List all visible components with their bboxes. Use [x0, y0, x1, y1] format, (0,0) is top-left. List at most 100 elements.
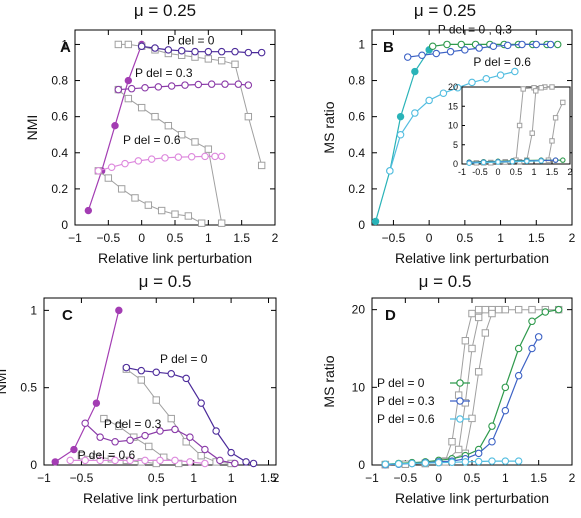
- data-point: [115, 422, 123, 431]
- data-point: [156, 456, 164, 465]
- y-tick-label: 1: [358, 37, 365, 51]
- series-line: [126, 367, 254, 465]
- x-tick-label: −0.5: [382, 231, 406, 245]
- data-point: [494, 305, 503, 314]
- data-point: [221, 80, 229, 88]
- data-point: [177, 131, 186, 139]
- data-point: [446, 47, 455, 56]
- inset-x-tick-label: 1: [531, 167, 536, 177]
- data-point: [528, 317, 536, 326]
- data-point: [186, 433, 194, 441]
- y-tick-label: 0.5: [20, 381, 37, 395]
- data-point: [234, 80, 243, 88]
- data-point: [371, 217, 380, 226]
- data-point: [244, 112, 253, 121]
- data-point: [520, 86, 526, 92]
- data-point: [482, 75, 491, 83]
- data-point: [152, 368, 161, 376]
- annotation: P del = 0.6: [78, 448, 136, 462]
- data-point: [501, 457, 510, 465]
- data-point: [488, 309, 496, 318]
- data-point: [541, 308, 550, 316]
- data-point: [134, 157, 143, 165]
- panel-a: μ = 0.25 A −1 −0.5 0 0.5 1 1.5 2 0 0.2 0.4 0.6 0.8 1 Re…: [24, 1, 279, 266]
- data-point: [126, 436, 134, 445]
- data-point: [257, 48, 266, 57]
- data-point: [529, 130, 535, 136]
- data-point: [154, 83, 163, 91]
- data-point: [244, 48, 253, 57]
- data-point: [381, 460, 390, 468]
- x-tick-label: −0.5: [96, 231, 120, 245]
- data-point: [231, 459, 239, 468]
- data-point: [51, 458, 59, 466]
- data-point: [394, 460, 403, 468]
- x-tick-label: 1.5: [260, 471, 277, 485]
- data-point: [554, 305, 563, 314]
- data-point: [197, 219, 206, 227]
- data-point: [514, 305, 523, 314]
- data-point: [428, 42, 437, 50]
- x-tick-label: 0.5: [167, 231, 184, 245]
- x-tick-label: 1: [205, 231, 212, 245]
- data-point: [151, 112, 159, 121]
- data-point: [474, 368, 483, 376]
- x-tick-label: 0: [138, 231, 145, 245]
- data-point: [115, 306, 123, 315]
- y-axis-label: MS ratio: [321, 355, 337, 407]
- data-point: [104, 174, 113, 182]
- panel-title: μ = 0.25: [134, 1, 196, 20]
- x-tick-label: 0: [435, 471, 442, 485]
- y-tick-label: 0.8: [348, 74, 365, 88]
- data-point: [121, 159, 129, 168]
- y-tick-label: 0.2: [51, 182, 68, 196]
- panel-letter: C: [62, 307, 73, 324]
- data-point: [141, 431, 149, 440]
- legend-marker: [456, 379, 464, 387]
- data-point: [434, 458, 443, 467]
- legend-marker: [456, 415, 464, 423]
- data-point: [114, 85, 123, 94]
- legend-marker: [456, 397, 464, 405]
- annotation: P del = 0 , 0.3: [438, 23, 512, 37]
- data-point: [164, 121, 173, 130]
- data-point: [117, 185, 126, 193]
- data-point: [411, 67, 419, 76]
- data-point: [197, 399, 205, 407]
- plot-frame: [74, 29, 276, 226]
- inset-frame: [461, 86, 571, 165]
- panel-title: μ = 0.25: [414, 1, 476, 20]
- data-point: [151, 44, 159, 52]
- data-point: [131, 194, 139, 202]
- data-point: [144, 201, 153, 209]
- x-tick-label: 0.5: [457, 231, 474, 245]
- y-tick-label: 20: [352, 303, 366, 317]
- data-point: [81, 419, 89, 427]
- x-tick-label: 0.5: [148, 471, 165, 485]
- data-point: [496, 71, 505, 79]
- data-point: [488, 457, 496, 465]
- data-point: [100, 414, 108, 423]
- series-line: [70, 459, 205, 465]
- panel-letter: D: [385, 307, 396, 324]
- legend-label: P del = 0: [377, 376, 425, 390]
- data-point: [207, 80, 216, 88]
- data-point: [514, 371, 523, 380]
- data-point: [509, 158, 516, 165]
- data-point: [127, 84, 136, 93]
- data-point: [448, 437, 456, 446]
- x-tick-label: 1: [228, 471, 235, 485]
- data-point: [538, 85, 544, 91]
- data-point: [474, 449, 483, 458]
- annotation: P del = 0: [160, 352, 208, 366]
- data-point: [156, 427, 164, 435]
- data-point: [96, 433, 104, 441]
- y-axis-label: NMI: [24, 115, 40, 141]
- y-tick-label: 0: [358, 458, 365, 472]
- x-tick-label: −1: [37, 471, 51, 485]
- data-point: [124, 40, 133, 49]
- data-point: [124, 76, 133, 85]
- data-point: [137, 42, 146, 50]
- data-point: [177, 47, 186, 55]
